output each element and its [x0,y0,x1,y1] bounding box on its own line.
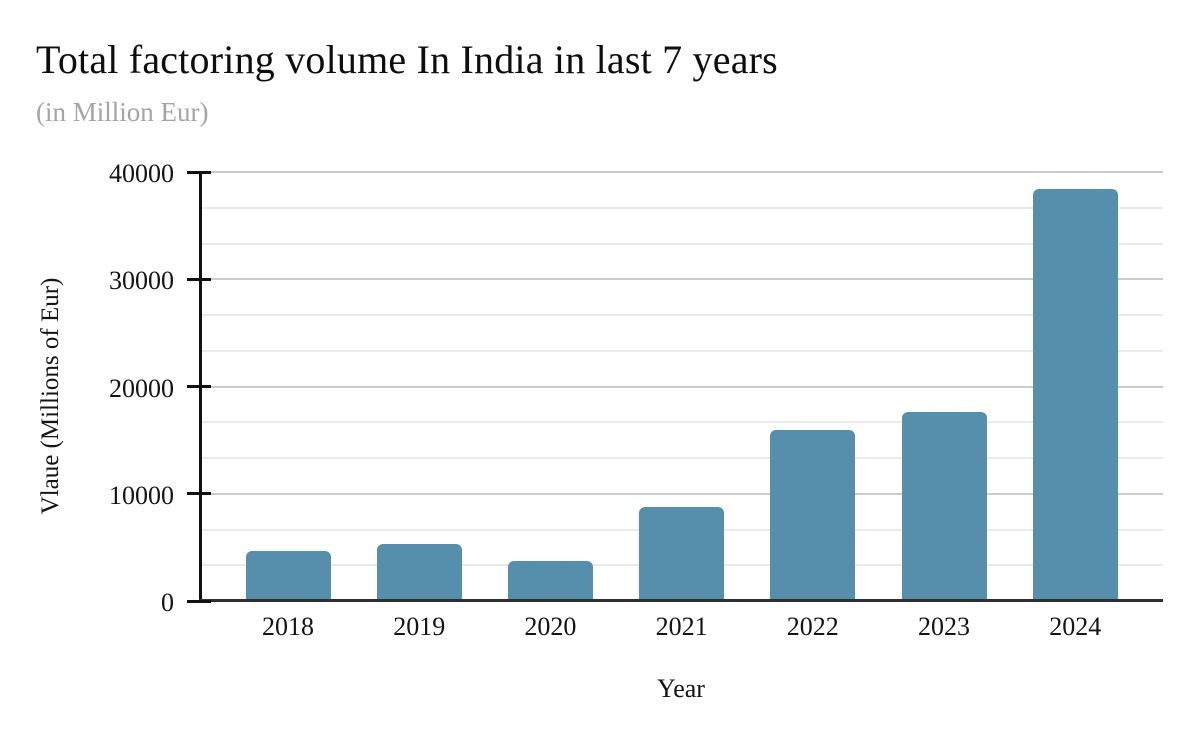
y-tick-mark [187,492,211,496]
bar-2022 [770,430,856,599]
y-tick-label: 10000 [109,480,174,510]
x-tick-label-2023: 2023 [918,612,970,641]
x-tick-label-2018: 2018 [262,612,314,641]
bar-2023 [901,411,987,599]
plot-area [199,171,1163,601]
x-tick-label-2021: 2021 [655,612,708,641]
x-axis-title: Year [657,674,705,703]
y-tick-label: 0 [161,588,174,617]
y-tick-label: 30000 [109,266,174,296]
minor-gridline [199,206,1163,209]
minor-gridline [199,421,1163,424]
major-gridline [199,278,1163,281]
x-axis-baseline [199,599,1163,602]
x-tick-label-2019: 2019 [393,612,446,641]
bar-2020 [507,560,593,599]
minor-gridline [199,242,1163,245]
x-tick-label-2022: 2022 [786,612,839,641]
major-gridline [199,385,1163,388]
chart-subtitle: (in Million Eur) [36,97,209,127]
bar-2018 [245,550,331,599]
y-tick-label: 40000 [109,159,174,188]
y-axis-title: Vlaue (Millions of Eur) [37,277,64,515]
major-gridline [199,171,1163,173]
minor-gridline [199,349,1163,352]
y-tick-mark [187,599,211,603]
minor-gridline [199,457,1163,459]
x-tick-label-2024: 2024 [1049,612,1102,641]
y-tick-mark [187,170,211,174]
x-tick-label-2020: 2020 [524,612,577,641]
chart-title: Total factoring volume In India in last … [36,37,778,82]
y-tick-mark [187,385,211,388]
major-gridline [199,492,1163,495]
bar-2021 [639,506,725,599]
y-tick-label: 20000 [109,373,174,403]
minor-gridline [199,314,1163,316]
bar-2019 [376,544,462,599]
bar-2024 [1032,189,1118,599]
y-tick-mark [187,277,211,281]
